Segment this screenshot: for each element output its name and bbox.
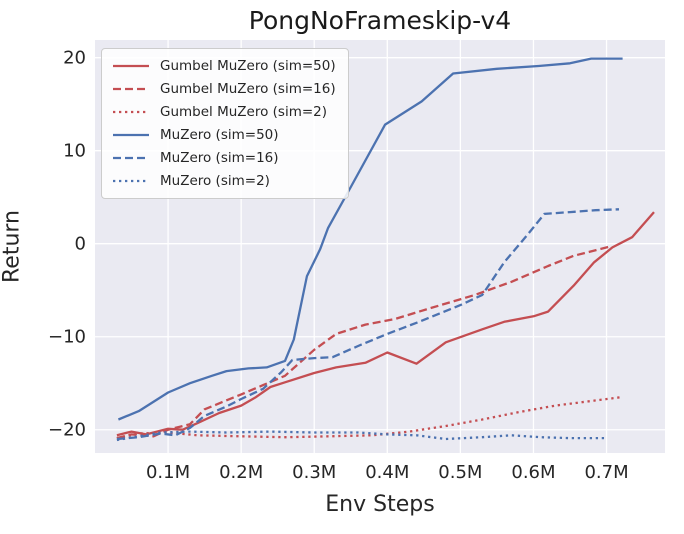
y-tick-label-−10: −10 [48, 327, 86, 348]
legend-item-gumbel-muzero-sim-16: Gumbel MuZero (sim=16) [112, 79, 336, 99]
x-tick-label-0.1M: 0.1M [146, 462, 190, 483]
legend-line-sample-dashed [113, 156, 149, 160]
series-line-gumbel-muzero-sim-16 [116, 245, 611, 440]
y-tick-label-0: 0 [75, 234, 86, 255]
legend-item-muzero-sim-2: MuZero (sim=2) [112, 171, 336, 191]
legend-label: Gumbel MuZero (sim=2) [160, 104, 328, 120]
x-tick-label-0.4M: 0.4M [365, 462, 409, 483]
series-line-gumbel-muzero-sim-50 [116, 211, 655, 437]
legend-label: MuZero (sim=50) [160, 127, 279, 143]
x-axis-label: Env Steps [325, 492, 435, 517]
legend-line-sample-dotted [113, 110, 149, 114]
legend-item-gumbel-muzero-sim-2: Gumbel MuZero (sim=2) [112, 102, 336, 122]
x-tick-label-0.7M: 0.7M [584, 462, 628, 483]
x-tick-label-0.3M: 0.3M [292, 462, 336, 483]
y-tick-label-−20: −20 [48, 420, 86, 441]
legend-label: MuZero (sim=16) [160, 150, 279, 166]
series-line-muzero-sim-50 [117, 57, 623, 421]
legend-item-muzero-sim-16: MuZero (sim=16) [112, 148, 336, 168]
legend-line-sample-solid [113, 64, 149, 68]
y-axis-label: Return [0, 210, 25, 284]
legend-item-gumbel-muzero-sim-50: Gumbel MuZero (sim=50) [112, 56, 336, 76]
y-tick-label-10: 10 [63, 141, 86, 162]
series-line-muzero-sim-16 [116, 208, 620, 441]
y-tick-label-20: 20 [63, 48, 86, 69]
legend-line-sample-solid [113, 133, 149, 137]
legend-line-sample-dashed [113, 87, 149, 91]
x-tick-label-0.6M: 0.6M [511, 462, 555, 483]
legend-label: Gumbel MuZero (sim=50) [160, 58, 336, 74]
legend-item-muzero-sim-50: MuZero (sim=50) [112, 125, 336, 145]
x-tick-label-0.2M: 0.2M [219, 462, 263, 483]
legend: Gumbel MuZero (sim=50) Gumbel MuZero (sim… [101, 48, 349, 199]
legend-label: Gumbel MuZero (sim=16) [160, 81, 336, 97]
legend-label: MuZero (sim=2) [160, 173, 270, 189]
chart-title: PongNoFrameskip-v4 [248, 6, 512, 35]
x-tick-label-0.5M: 0.5M [438, 462, 482, 483]
legend-line-sample-dotted [113, 179, 149, 183]
